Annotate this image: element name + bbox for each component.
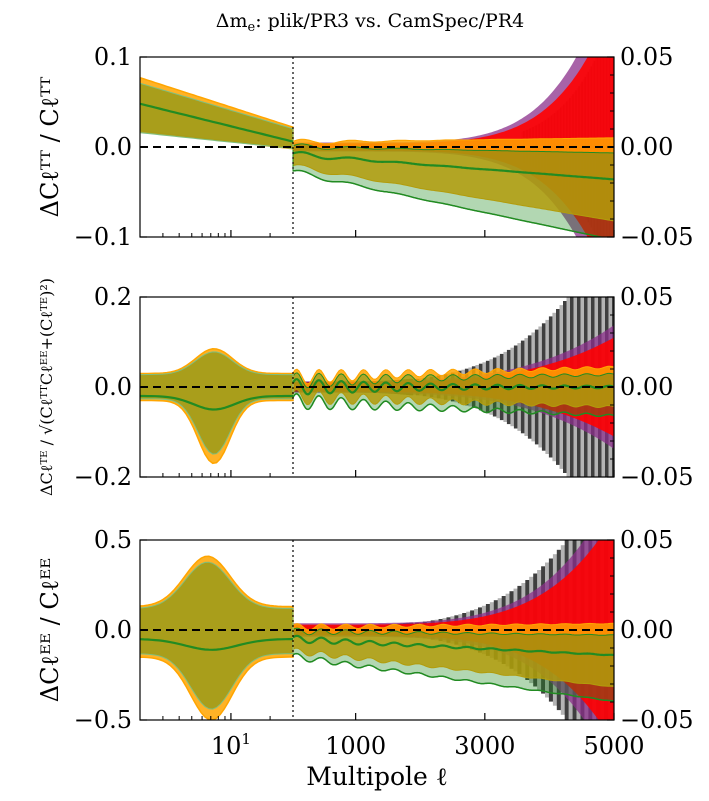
tt-bands xyxy=(140,57,614,237)
tt-lower-edge-line xyxy=(292,169,605,237)
ee-ylabel: ΔCℓᴱᴱ / Cℓᴱᴱ xyxy=(36,558,64,703)
te-left-tick-label: 0.0 xyxy=(94,373,132,401)
x-tick-label: 3000 xyxy=(454,732,515,760)
te-right-tick-label: 0.05 xyxy=(620,283,673,311)
x-axis-label: Multipole ℓ xyxy=(306,762,448,791)
ee-green-band xyxy=(292,627,614,702)
ee-low-olive-band xyxy=(140,561,294,710)
ee-lower-edge-line xyxy=(292,652,614,702)
ee-low-mean-line xyxy=(140,638,293,651)
x-tick-label: 101 xyxy=(211,730,251,760)
ee-left-tick-label: 0.5 xyxy=(94,526,132,554)
tt-right-tick-label: 0.00 xyxy=(620,133,673,161)
ee-right-tick-label: −0.05 xyxy=(620,706,694,734)
te-left-tick-label: 0.2 xyxy=(94,283,132,311)
ee-right-tick-label: 0.05 xyxy=(620,526,673,554)
tt-left-tick-label: −0.1 xyxy=(74,223,132,251)
te-green-band xyxy=(292,372,614,417)
te-low-olive-band xyxy=(140,351,294,455)
te-left-tick-label: −0.2 xyxy=(74,463,132,491)
te-lower-edge-line xyxy=(292,393,614,418)
ee-left-tick-label: 0.0 xyxy=(94,616,132,644)
x-tick-labels: 101 1000 3000 5000 xyxy=(211,730,645,760)
tt-panel: −0.1 0.0 0.1 −0.05 0.00 0.05 ΔCℓᵀᵀ / Cℓᵀᵀ xyxy=(36,43,694,251)
ee-orange-band xyxy=(292,622,614,688)
te-bands xyxy=(140,297,614,477)
tt-high-mean-line xyxy=(292,151,614,181)
tt-left-tick-label: 0.1 xyxy=(94,43,132,71)
tt-left-tick-label: 0.0 xyxy=(94,133,132,161)
tt-right-tick-label: 0.05 xyxy=(620,43,673,71)
tt-orange-band xyxy=(292,137,614,222)
tt-ticks: −0.1 0.0 0.1 −0.05 0.00 0.05 xyxy=(74,43,694,251)
ee-left-tick-label: −0.5 xyxy=(74,706,132,734)
tt-ylabel: ΔCℓᵀᵀ / Cℓᵀᵀ xyxy=(36,77,64,218)
chart-title: Δme: plik/PR3 vs. CamSpec/PR4 xyxy=(216,10,524,35)
ee-panel: −0.5 0.0 0.5 −0.05 0.00 0.05 ΔCℓᴱᴱ / Cℓᴱᴱ xyxy=(36,526,694,734)
tt-low-olive-band xyxy=(140,82,294,150)
te-ticks: −0.2 0.0 0.2 −0.05 0.00 0.05 xyxy=(74,283,694,491)
te-right-tick-label: 0.00 xyxy=(620,373,673,401)
te-right-tick-label: −0.05 xyxy=(620,463,694,491)
ee-ticks: −0.5 0.0 0.5 −0.05 0.00 0.05 xyxy=(74,526,694,734)
tt-low-mean-line xyxy=(140,102,294,143)
x-tick-label: 1000 xyxy=(325,732,386,760)
te-low-mean-line xyxy=(140,394,293,411)
te-ylabel: ΔCℓᵀᴱ / √(CℓᵀᵀCℓᴱᴱ+(Cℓᵀᴱ)²) xyxy=(37,278,56,496)
ee-right-tick-label: 0.00 xyxy=(620,616,673,644)
ee-high-mean-line xyxy=(292,634,614,657)
tt-right-tick-label: −0.05 xyxy=(620,223,694,251)
ee-bands xyxy=(140,540,614,720)
te-panel: −0.2 0.0 0.2 −0.05 0.00 0.05 ΔCℓᵀᴱ / √(CℓᵀᵀCℓ… xyxy=(37,278,694,496)
x-tick-label: 5000 xyxy=(583,732,644,760)
